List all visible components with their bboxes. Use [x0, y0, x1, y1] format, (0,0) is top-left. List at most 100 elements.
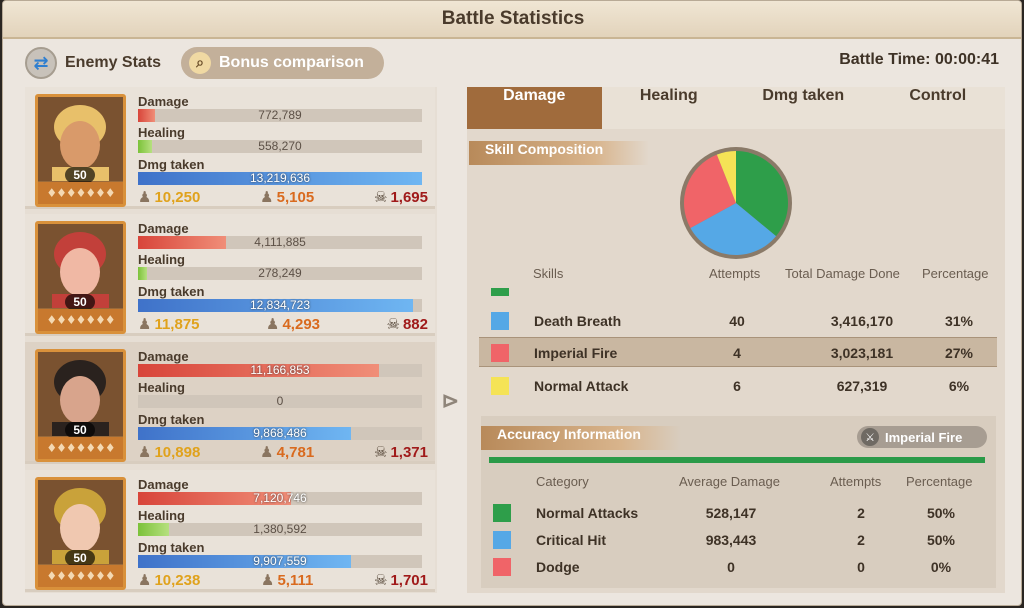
dmg-taken-bar: 9,907,559 — [138, 555, 422, 568]
col-category: Category — [536, 474, 589, 489]
stat-dead: 1,371 — [390, 443, 428, 461]
hero-portrait[interactable]: 50 ♦♦♦♦♦♦♦ — [35, 349, 126, 462]
star-rating: ♦♦♦♦♦♦♦ — [38, 309, 123, 331]
col-attempts: Attempts — [709, 266, 761, 281]
skull-icon: ☠ — [374, 571, 388, 589]
pie-slice — [690, 203, 777, 255]
skill-percentage: 27% — [944, 345, 974, 361]
healing-bar: 1,380,592 — [138, 523, 422, 536]
skull-icon: ☠ — [374, 188, 388, 206]
scrolled-row-fragment — [479, 284, 997, 296]
pie-slice — [716, 151, 736, 203]
skill-percentage: 31% — [944, 313, 974, 329]
hero-card[interactable]: 50 ♦♦♦♦♦♦♦ Damage 772,789 Healing 558,27… — [25, 87, 435, 209]
bar-fill — [138, 267, 147, 280]
category-percentage: 0% — [930, 559, 952, 575]
stat-troops: 11,875 — [154, 315, 200, 333]
category-percentage: 50% — [926, 532, 956, 548]
tab-control[interactable]: Control — [909, 87, 967, 104]
tab-damage[interactable]: Damage — [467, 87, 602, 129]
selected-skill-pill[interactable]: ⚔ Imperial Fire — [857, 426, 987, 448]
hero-stat-icon: ♟ — [138, 443, 152, 461]
bar-fill — [138, 172, 422, 185]
skill-attempts: 40 — [729, 313, 745, 329]
skill-damage: 3,416,170 — [830, 313, 894, 329]
skill-name: Death Breath — [534, 313, 622, 329]
skill-row[interactable]: Death Breath 40 3,416,170 31% — [479, 306, 997, 336]
damage-bar: 7,120,746 — [138, 492, 422, 505]
bar-fill — [138, 109, 156, 122]
enemy-stats-button[interactable]: ⇄ Enemy Stats — [25, 47, 161, 79]
hero-portrait[interactable]: 50 ♦♦♦♦♦♦♦ — [35, 477, 126, 590]
bar-fill — [138, 236, 227, 249]
dmg-taken-label: Dmg taken — [138, 540, 205, 555]
skill-row[interactable]: Normal Attack 6 627,319 6% — [479, 371, 997, 401]
skill-color-swatch — [491, 377, 509, 395]
category-attempts: 2 — [857, 505, 865, 521]
hero-portrait[interactable]: 50 ♦♦♦♦♦♦♦ — [35, 221, 126, 334]
skill-row[interactable]: Imperial Fire 4 3,023,181 27% — [479, 337, 997, 367]
skill-name: Normal Attack — [534, 378, 629, 394]
bar-fill — [138, 140, 153, 153]
hero-stats: ♟ 11,875 ♟ 4,293 ☠ 882 — [138, 315, 428, 333]
bar-fill — [138, 555, 351, 568]
average-damage: 528,147 — [705, 505, 757, 521]
tab-healing[interactable]: Healing — [639, 87, 698, 104]
category-color-swatch — [493, 504, 511, 522]
hero-stat-icon: ♟ — [138, 315, 152, 333]
col-percentage: Percentage — [922, 266, 989, 281]
category-percentage: 50% — [926, 505, 956, 521]
hero-level: 50 — [65, 294, 95, 310]
healing-label: Healing — [138, 508, 185, 523]
star-rating: ♦♦♦♦♦♦♦ — [38, 437, 123, 459]
accuracy-row: Normal Attacks 528,147 2 50% — [481, 498, 999, 528]
hero-card[interactable]: 50 ♦♦♦♦♦♦♦ Damage 7,120,746 Healing 1,38… — [25, 470, 435, 592]
hero-stats: ♟ 10,238 ♟ 5,111 ☠ 1,701 — [138, 571, 428, 589]
hero-level: 50 — [65, 167, 95, 183]
average-damage: 0 — [727, 559, 735, 575]
skill-color-swatch — [491, 312, 509, 330]
selected-skill-label: Imperial Fire — [885, 429, 963, 445]
hero-portrait[interactable]: 50 ♦♦♦♦♦♦♦ — [35, 94, 126, 207]
hero-stat-icon: ♟ — [138, 571, 152, 589]
pie-slice — [684, 154, 736, 229]
stat-wounded: 5,105 — [276, 188, 315, 206]
healing-bar: 0 — [138, 395, 422, 408]
skill-damage: 3,023,181 — [830, 345, 894, 361]
healing-label: Healing — [138, 380, 185, 395]
hero-card[interactable]: 50 ♦♦♦♦♦♦♦ Damage 4,111,885 Healing 278,… — [25, 214, 435, 336]
stat-troops: 10,898 — [154, 443, 201, 461]
stat-dead: 1,701 — [390, 571, 428, 589]
bar-fill — [138, 364, 380, 377]
dmg-taken-value: 12,834,723 — [249, 298, 311, 312]
swap-icon: ⇄ — [25, 47, 57, 79]
col-skills: Skills — [533, 266, 564, 281]
dmg-taken-label: Dmg taken — [138, 157, 205, 172]
healing-value: 1,380,592 — [253, 522, 307, 536]
bonus-comparison-button[interactable]: ⌕ Bonus comparison — [181, 47, 384, 79]
dmg-taken-label: Dmg taken — [138, 412, 205, 427]
skull-icon: ☠ — [386, 315, 400, 333]
damage-value: 772,789 — [258, 108, 302, 122]
dmg-taken-value: 13,219,636 — [249, 171, 311, 185]
skill-pie-chart — [680, 147, 792, 259]
skill-composition-heading: Skill Composition — [469, 141, 649, 165]
category-name: Critical Hit — [536, 532, 607, 548]
bar-fill — [138, 427, 351, 440]
tab-dmg-taken[interactable]: Dmg taken — [762, 87, 845, 104]
col-acc-attempts: Attempts — [830, 474, 882, 489]
healing-bar: 278,249 — [138, 267, 422, 280]
dmg-taken-value: 9,907,559 — [253, 554, 307, 568]
hero-list[interactable]: 50 ♦♦♦♦♦♦♦ Damage 772,789 Healing 558,27… — [25, 87, 437, 593]
hero-stats: ♟ 10,250 ♟ 5,105 ☠ 1,695 — [138, 188, 428, 206]
accuracy-row: Critical Hit 983,443 2 50% — [481, 525, 999, 555]
bar-fill — [138, 523, 170, 536]
accuracy-heading: Accuracy Information — [481, 426, 681, 450]
stat-wounded: 4,781 — [276, 443, 315, 461]
dmg-taken-bar: 9,868,486 — [138, 427, 422, 440]
skill-color-swatch — [491, 344, 509, 362]
sword-icon: ⚔ — [861, 428, 879, 446]
wounded-icon: ♟ — [260, 443, 274, 461]
hero-card[interactable]: 50 ♦♦♦♦♦♦♦ Damage 11,166,853 Healing 0 D… — [25, 342, 435, 464]
